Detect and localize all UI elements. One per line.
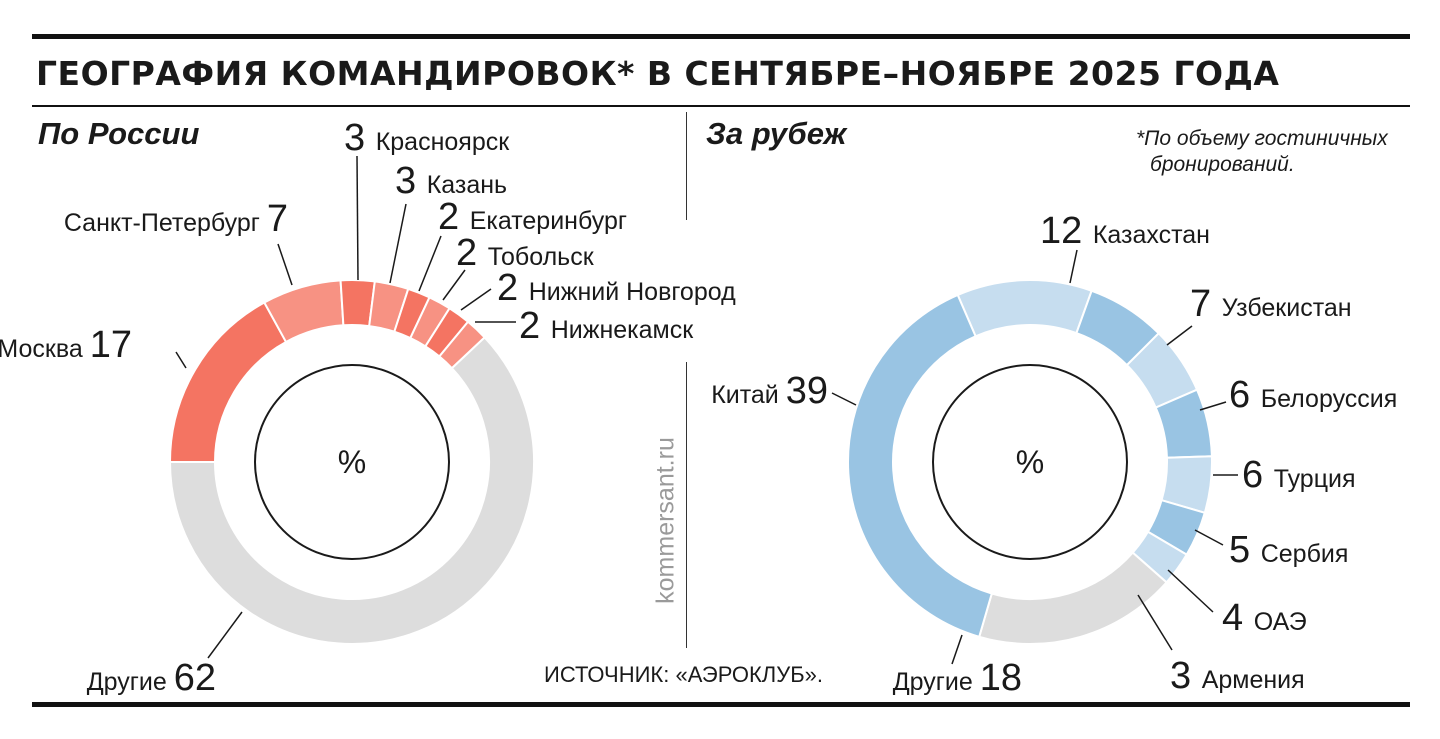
data-label-drugie: Другие 62 [87, 657, 216, 699]
center-percent-label: % [1016, 444, 1044, 480]
slice-drugie [977, 551, 1168, 645]
russia-section-title: По России [38, 116, 200, 151]
label-name-oae: ОАЭ [1254, 608, 1307, 636]
label-name-nizhniy-novgorod: Нижний Новгород [529, 278, 736, 306]
label-value-armeniya: 3 [1170, 655, 1202, 697]
leader-line-drugie [951, 634, 963, 665]
data-label-serbiya: 5 Сербия [1229, 529, 1348, 571]
leader-line-krasnoyarsk [356, 155, 359, 281]
title-rule [32, 105, 1410, 107]
label-name-drugie: Другие [893, 668, 980, 696]
data-label-sankt-peterburg: Санкт-Петербург 7 [64, 198, 288, 240]
label-value-moskva: 17 [90, 324, 132, 366]
slice-kazahstan [956, 279, 1093, 338]
leader-line-uzbekistan [1166, 325, 1193, 346]
footnote: *По объему гостиничных бронирований. [1136, 126, 1388, 178]
data-label-turciya: 6 Турция [1242, 454, 1356, 496]
data-label-armeniya: 3 Армения [1170, 655, 1305, 697]
label-value-tobolsk: 2 [456, 232, 488, 274]
abroad-section-title: За рубеж [706, 116, 847, 151]
bottom-rule [32, 702, 1410, 707]
label-value-krasnoyarsk: 3 [344, 117, 376, 159]
label-name-serbiya: Сербия [1261, 540, 1349, 568]
slice-moskva [168, 301, 288, 463]
label-value-oae: 4 [1222, 597, 1254, 639]
data-label-tobolsk: 2 Тобольск [456, 232, 595, 274]
label-value-turciya: 6 [1242, 454, 1274, 496]
data-label-krasnoyarsk: 3 Красноярск [344, 117, 510, 159]
leader-line-kitay [831, 392, 857, 406]
leader-line-belorussiya [1199, 401, 1227, 411]
data-label-moskva: Москва 17 [0, 324, 132, 366]
slice-kitay [847, 293, 994, 639]
leader-line-sankt-peterburg [277, 243, 293, 286]
label-value-uzbekistan: 7 [1190, 283, 1222, 325]
label-name-kitay: Китай [711, 381, 786, 409]
label-value-drugie: 62 [174, 657, 216, 699]
label-name-kazan: Казань [427, 171, 507, 199]
center-percent-label: % [338, 444, 366, 480]
leader-line-nizhniy-novgorod [460, 288, 492, 311]
label-name-tobolsk: Тобольск [488, 243, 595, 271]
label-value-drugie: 18 [980, 657, 1022, 699]
column-divider-bottom [686, 362, 687, 648]
label-name-armeniya: Армения [1202, 666, 1305, 694]
label-value-sankt-peterburg: 7 [267, 198, 288, 240]
data-label-belorussiya: 6 Белоруссия [1229, 374, 1397, 416]
leader-line-drugie [207, 611, 243, 659]
leader-line-moskva [175, 351, 187, 369]
data-label-kazahstan: 12 Казахстан [1040, 210, 1210, 252]
label-name-krasnoyarsk: Красноярск [376, 128, 511, 156]
data-label-ekaterinburg: 2 Екатеринбург [438, 196, 627, 238]
label-value-kazan: 3 [395, 160, 427, 202]
label-value-serbiya: 5 [1229, 529, 1261, 571]
data-label-nizhnekamsk: 2 Нижнекамск [519, 305, 694, 347]
label-name-kazahstan: Казахстан [1093, 221, 1210, 249]
label-name-drugie: Другие [87, 668, 174, 696]
label-value-nizhnekamsk: 2 [519, 305, 551, 347]
leader-line-tobolsk [442, 269, 466, 301]
slice-drugie [168, 335, 535, 645]
label-value-ekaterinburg: 2 [438, 196, 470, 238]
center-circle [254, 364, 450, 560]
leader-line-kazan [389, 203, 407, 284]
data-label-nizhniy-novgorod: 2 Нижний Новгород [497, 267, 736, 309]
label-name-belorussiya: Белоруссия [1261, 385, 1398, 413]
label-name-uzbekistan: Узбекистан [1222, 294, 1352, 322]
label-name-sankt-peterburg: Санкт-Петербург [64, 209, 267, 237]
data-label-kitay: Китай 39 [711, 370, 828, 412]
data-label-oae: 4 ОАЭ [1222, 597, 1307, 639]
label-name-nizhnekamsk: Нижнекамск [551, 316, 695, 344]
column-divider-top [686, 112, 687, 220]
data-label-drugie: Другие 18 [893, 657, 1022, 699]
source-note: ИСТОЧНИК: «АЭРОКЛУБ». [544, 662, 824, 687]
footnote-line-1: *По объему гостиничных [1136, 127, 1388, 150]
leader-line-armeniya [1137, 594, 1173, 651]
leader-line-serbiya [1194, 529, 1224, 546]
data-label-kazan: 3 Казань [395, 160, 507, 202]
footnote-line-2: бронирований. [1150, 153, 1295, 176]
center-circle [932, 364, 1128, 560]
leader-line-oae [1167, 569, 1214, 613]
label-value-kitay: 39 [786, 370, 828, 412]
label-value-kazahstan: 12 [1040, 210, 1093, 252]
data-label-uzbekistan: 7 Узбекистан [1190, 283, 1352, 325]
chart-title: ГЕОГРАФИЯ КОМАНДИРОВОК* В СЕНТЯБРЕ–НОЯБР… [36, 54, 1280, 93]
label-name-ekaterinburg: Екатеринбург [470, 207, 627, 235]
label-value-belorussiya: 6 [1229, 374, 1261, 416]
label-name-turciya: Турция [1274, 465, 1356, 493]
leader-line-ekaterinburg [418, 235, 442, 292]
label-value-nizhniy-novgorod: 2 [497, 267, 529, 309]
label-name-moskva: Москва [0, 335, 90, 363]
leader-line-kazahstan [1069, 249, 1078, 284]
top-rule [32, 34, 1410, 39]
